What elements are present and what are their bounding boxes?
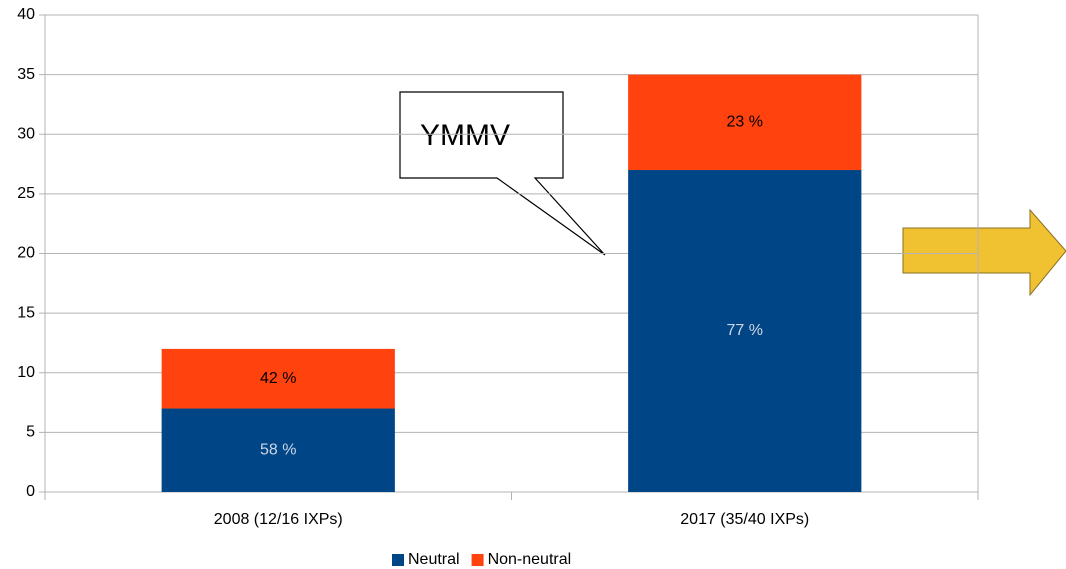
annotation: YMMV (420, 119, 510, 152)
bar-segment (161, 348, 395, 409)
data-label: 42 % (260, 370, 296, 387)
bar-segment (161, 408, 395, 492)
x-tick-label: 2017 (35/40 IXPs) (680, 511, 809, 528)
bar-segment (628, 170, 862, 492)
legend-swatch (471, 554, 484, 566)
y-tick-label: 25 (17, 185, 35, 202)
arrow (902, 208, 1066, 297)
y-tick-label: 30 (17, 125, 35, 142)
y-tick-label: 0 (26, 483, 35, 500)
legend-label: Non-neutral (488, 551, 572, 568)
callout: YMMV (399, 91, 606, 256)
y-tick-label: 5 (26, 424, 35, 441)
legend-swatch (392, 554, 404, 566)
data-label: 58 % (260, 441, 296, 458)
y-tick-label: 35 (17, 66, 35, 83)
x-tick-label: 2008 (12/16 IXPs) (214, 511, 343, 528)
y-tick-label: 15 (17, 304, 35, 321)
y-tick-label: 40 (17, 6, 35, 23)
bar-segment (628, 74, 862, 171)
data-label: 23 % (727, 114, 763, 131)
legend-label: Neutral (408, 551, 460, 568)
y-tick-label: 10 (17, 364, 35, 381)
callout-shape (399, 91, 606, 256)
y-tick-label: 20 (17, 245, 35, 262)
data-label: 77 % (727, 322, 763, 339)
